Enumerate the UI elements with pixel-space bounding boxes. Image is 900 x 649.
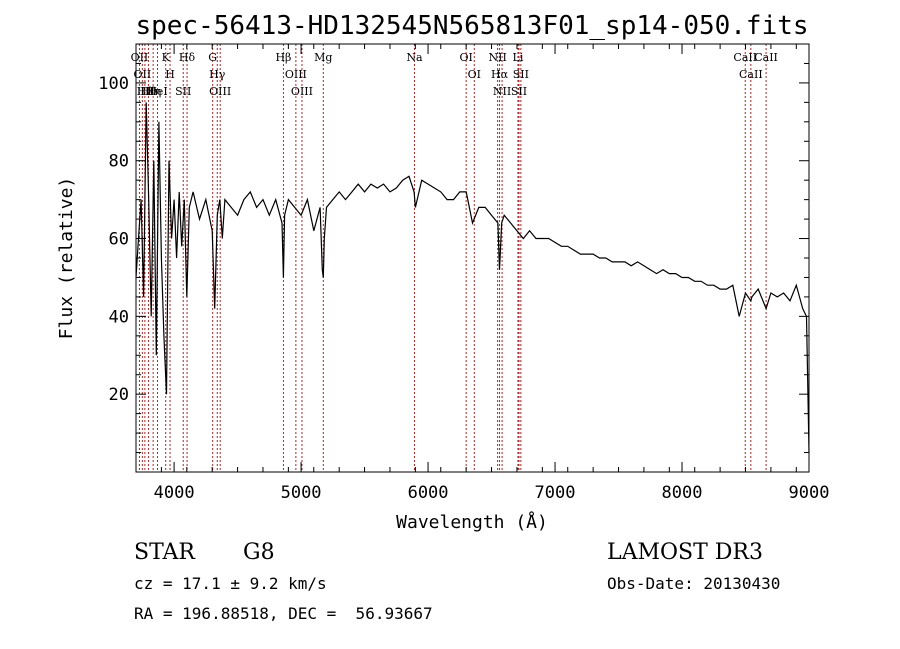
line-label: Na [406,51,423,64]
line-label: OIII [285,68,307,81]
axis-ticks: 4000 5000 6000 7000 8000 9000 20 40 60 80 100 [98,44,829,503]
chart-title: spec-56413-HD132545N565813F01_sp14-050.f… [135,11,808,41]
spectral-line-markers [138,44,767,472]
x-tick-label: 4000 [154,483,195,503]
line-label: SII [513,68,529,81]
y-tick-label: 100 [98,74,129,94]
object-class: STAR [134,540,195,565]
line-label: G [208,51,217,64]
line-label: Hη [145,85,161,98]
survey-name: LAMOST DR3 [607,540,763,565]
line-label: Hβ [275,51,291,64]
line-label: Hγ [209,68,226,81]
coordinates: RA = 196.88518, DEC = 56.93667 [134,604,433,623]
line-label: Hα [491,68,509,81]
y-tick-label: 20 [109,385,129,405]
line-label: Hθ [137,85,154,98]
line-label: OI [459,51,472,64]
x-tick-label: 8000 [662,483,703,503]
object-subclass: G8 [243,540,275,565]
x-axis-label: Wavelength (Å) [396,511,548,533]
obs-date: Obs-Date: 20130430 [607,574,781,593]
line-label: OII [131,51,149,64]
line-label: OII [133,68,151,81]
line-label: HeI [147,85,167,98]
line-label: SII [511,85,527,98]
x-tick-label: 9000 [789,483,830,503]
line-label: Hδ [179,51,196,64]
line-label: CaII [754,51,778,64]
y-axis-label: Flux (relative) [56,177,77,340]
redshift-info: cz = 17.1 ± 9.2 km/s [134,574,327,593]
line-label: OIII [209,85,231,98]
plot-frame [135,43,810,473]
line-label: NII [488,51,506,64]
spectrum-line [135,102,810,453]
line-label: H [165,68,175,81]
line-label: Mg [314,51,332,64]
y-tick-label: 60 [109,230,129,250]
line-label: CaII [733,51,757,64]
x-tick-label: 5000 [281,483,322,503]
line-label: OI [468,68,481,81]
x-tick-label: 6000 [408,483,449,503]
y-tick-label: 40 [109,307,129,327]
line-label: NII [493,85,511,98]
line-label: K [162,51,171,64]
line-label: SII [175,85,191,98]
line-label: Hθ [140,85,157,98]
y-tick-label: 80 [109,152,129,172]
line-label: CaII [739,68,763,81]
x-tick-label: 7000 [535,483,576,503]
line-label: Li [513,51,524,64]
line-label: OIII [291,85,313,98]
